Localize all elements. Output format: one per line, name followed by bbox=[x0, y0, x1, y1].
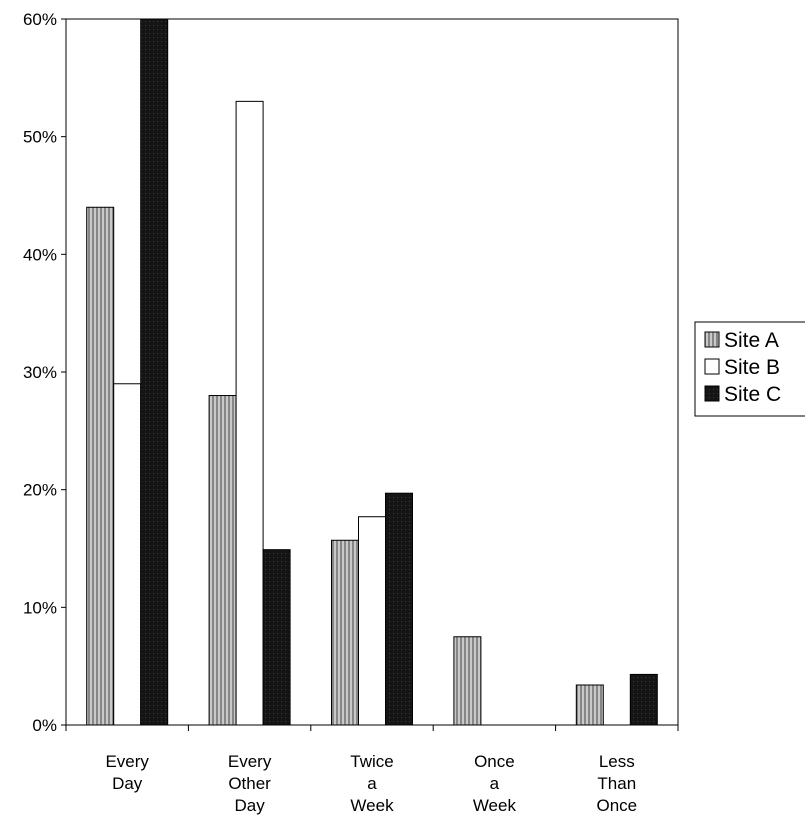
x-category-label: Twice a Week bbox=[350, 752, 394, 815]
x-category-label: Every Other Day bbox=[228, 752, 272, 815]
bars bbox=[86, 18, 658, 726]
bar-site-c bbox=[140, 18, 169, 726]
bar-site-b bbox=[235, 100, 264, 726]
x-category-label: Every Day bbox=[105, 752, 149, 793]
y-tick-label: 20% bbox=[23, 481, 57, 500]
bar-site-a bbox=[453, 636, 482, 726]
x-category-label-line: Other bbox=[228, 774, 271, 793]
x-category-label-line: Twice bbox=[350, 752, 393, 771]
x-category-label-line: Week bbox=[350, 796, 394, 815]
bar-site-b bbox=[113, 383, 142, 726]
x-category-label-line: Every bbox=[105, 752, 149, 771]
bar-site-a bbox=[331, 539, 359, 726]
x-category-label: Less Than Once bbox=[596, 752, 637, 815]
y-tick-label: 30% bbox=[23, 363, 57, 382]
x-category-label-line: a bbox=[490, 774, 500, 793]
legend-swatch bbox=[704, 331, 720, 348]
x-category-label-line: Less bbox=[599, 752, 635, 771]
bar-site-a bbox=[575, 684, 604, 726]
x-category-label-line: Week bbox=[473, 796, 517, 815]
x-category-label-line: Once bbox=[474, 752, 515, 771]
bar-site-a bbox=[86, 206, 115, 726]
y-tick-label: 50% bbox=[23, 128, 57, 147]
y-tick-label: 10% bbox=[23, 598, 57, 617]
y-tick-label: 60% bbox=[23, 10, 57, 29]
bar-site-c bbox=[629, 673, 658, 726]
x-category-label-line: Day bbox=[234, 796, 265, 815]
y-tick-label: 0% bbox=[32, 716, 57, 735]
x-category-label: Once a Week bbox=[473, 752, 517, 815]
bar-site-b bbox=[358, 516, 386, 726]
x-category-label-line: Once bbox=[596, 796, 637, 815]
legend-swatch bbox=[704, 385, 720, 402]
x-axis: Every Day Every Other Day Twice a Week Once a Week… bbox=[65, 725, 679, 815]
x-category-label-line: a bbox=[367, 774, 377, 793]
x-category-label-line: Day bbox=[112, 774, 143, 793]
x-category-label-line: Than bbox=[597, 774, 636, 793]
legend-label: Site B bbox=[724, 356, 780, 379]
bar-site-c bbox=[262, 549, 291, 726]
legend-swatch bbox=[704, 358, 720, 375]
legend-label: Site C bbox=[724, 383, 781, 406]
bar-site-c bbox=[385, 492, 413, 726]
y-axis: 0% 10% 20% 30% 40% 50% 60% bbox=[23, 10, 66, 735]
bar-site-a bbox=[208, 395, 237, 726]
legend-label: Site A bbox=[724, 329, 779, 352]
y-tick-label: 40% bbox=[23, 245, 57, 264]
legend: Site A Site B Site C bbox=[694, 321, 805, 417]
x-category-label-line: Every bbox=[228, 752, 272, 771]
